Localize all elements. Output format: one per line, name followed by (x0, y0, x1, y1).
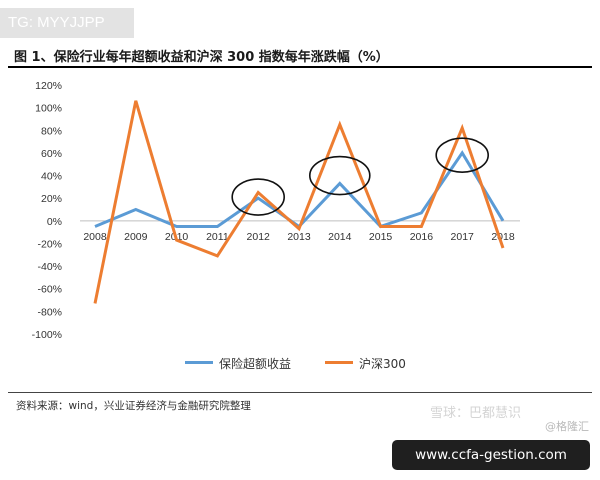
highlight-ellipse (435, 137, 490, 173)
source-note: 资料来源：wind，兴业证券经济与金融研究院整理 (16, 400, 251, 412)
x-tick-label: 2011 (206, 231, 229, 243)
url-badge: www.ccfa-gestion.com (392, 440, 590, 470)
x-tick-label: 2016 (410, 231, 434, 243)
y-tick-label: -60% (37, 284, 62, 296)
x-tick-label: 2018 (491, 231, 515, 243)
x-tick-label: 2017 (451, 231, 475, 243)
x-tick-label: 2008 (83, 231, 107, 243)
y-tick-label: -80% (37, 306, 62, 318)
highlight-ellipse (308, 155, 371, 196)
chart-title: 图 1、保险行业每年超额收益和沪深 300 指数每年涨跌幅（%） (14, 50, 389, 65)
y-tick-label: 120% (35, 80, 62, 92)
legend-label-csi300: 沪深300 (359, 357, 406, 371)
x-tick-label: 2014 (328, 231, 352, 243)
highlight-ellipse (231, 178, 286, 216)
watermark-user: @格隆汇 (545, 420, 589, 433)
x-tick-label: 2013 (287, 231, 311, 243)
y-tick-label: 60% (41, 148, 62, 160)
y-tick-label: 100% (35, 103, 62, 115)
watermark: 雪球：巴都慧识 (430, 406, 522, 421)
series-line-insurance (94, 150, 505, 229)
title-rule (8, 66, 592, 68)
x-tick-label: 2012 (247, 231, 271, 243)
legend-swatch-blue (185, 361, 213, 364)
y-tick-label: -20% (37, 238, 62, 250)
legend-swatch-orange (325, 361, 353, 364)
x-tick-label: 2009 (124, 231, 148, 243)
source-tag: TG: MYYJJPP (0, 8, 134, 38)
y-tick-label: -100% (32, 329, 62, 341)
footer-rule (8, 392, 592, 393)
series-line-csi300 (93, 100, 505, 304)
x-tick-label: 2015 (369, 231, 393, 243)
y-tick-label: 0% (47, 216, 62, 228)
y-tick-label: 40% (41, 171, 62, 183)
y-tick-label: -40% (37, 261, 62, 273)
legend-label-insurance: 保险超额收益 (219, 357, 292, 371)
y-tick-label: 80% (41, 125, 62, 137)
y-tick-label: 20% (41, 193, 62, 205)
